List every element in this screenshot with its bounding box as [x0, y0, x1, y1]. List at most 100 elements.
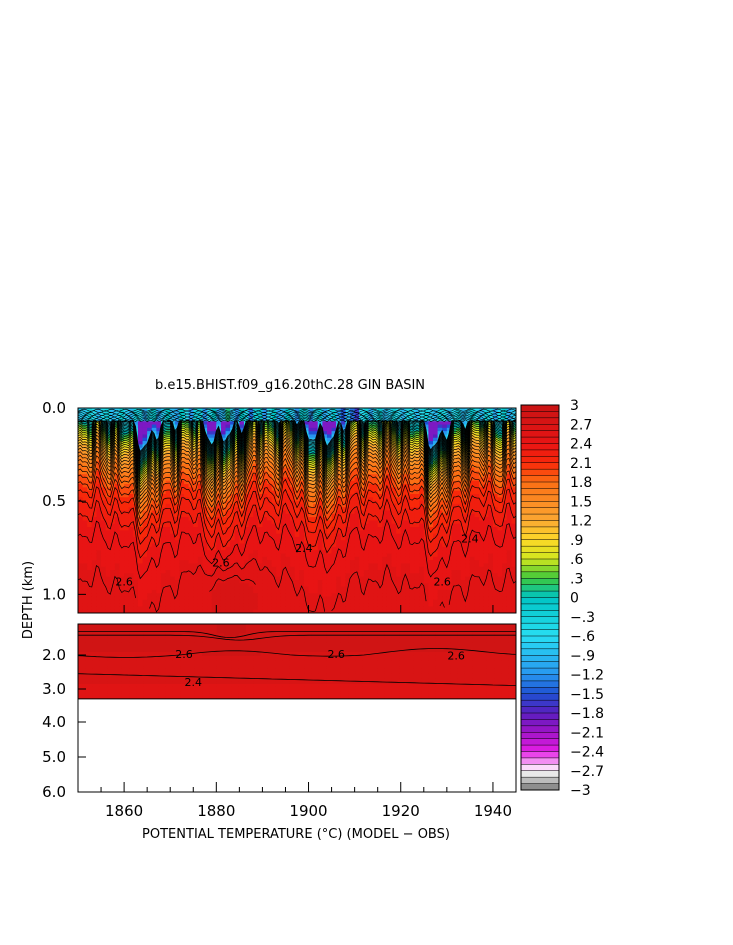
- field-cell: [280, 540, 287, 545]
- field-cell: [308, 510, 314, 515]
- field-cell: [78, 510, 84, 515]
- field-cell: [359, 543, 365, 548]
- field-cell: [267, 566, 273, 571]
- field-cell: [230, 421, 236, 426]
- field-cell: [101, 520, 107, 525]
- field-cell: [400, 513, 406, 518]
- field-cell: [308, 566, 314, 571]
- field-cell: [308, 431, 314, 436]
- field-cell: [78, 484, 84, 488]
- field-cell: [110, 596, 116, 601]
- field-cell: [179, 596, 185, 601]
- field-cell: [382, 606, 388, 611]
- field-cell: [317, 444, 323, 449]
- field-cell: [267, 579, 273, 584]
- field-cell: [142, 497, 148, 502]
- field-cell: [110, 556, 116, 561]
- field-cell: [409, 563, 416, 568]
- field-cell: [350, 536, 356, 541]
- field-cell: [160, 550, 167, 555]
- field-cell: [313, 533, 319, 538]
- field-cell: [308, 586, 314, 591]
- field-cell: [322, 593, 328, 598]
- field-cell: [350, 427, 356, 432]
- field-cell: [437, 520, 443, 525]
- field-cell: [239, 530, 245, 535]
- field-cell: [91, 603, 98, 607]
- field-cell: [193, 573, 199, 578]
- field-cell: [285, 510, 291, 515]
- field-cell: [317, 533, 323, 538]
- field-cell: [211, 570, 217, 574]
- field-cell: [322, 493, 328, 498]
- field-cell: [211, 576, 217, 581]
- field-cell: [336, 527, 342, 531]
- field-cell: [142, 560, 148, 565]
- field-cell: [322, 543, 328, 548]
- field-cell: [174, 583, 181, 588]
- field-cell: [239, 556, 245, 561]
- field-cell: [137, 573, 144, 578]
- field-cell: [165, 523, 171, 528]
- field-cell: [156, 553, 162, 558]
- field-cell: [363, 556, 370, 561]
- field-cell: [294, 576, 300, 581]
- field-cell: [267, 447, 273, 452]
- field-cell: [179, 540, 185, 545]
- field-cell: [110, 599, 116, 604]
- field-cell: [239, 520, 245, 525]
- field-cell: [368, 560, 374, 565]
- field-cell: [119, 540, 125, 545]
- field-cell: [151, 431, 157, 436]
- field-cell: [345, 530, 351, 535]
- field-cell: [91, 523, 98, 528]
- field-cell: [428, 424, 434, 429]
- field-cell: [142, 427, 148, 432]
- field-cell: [257, 490, 264, 495]
- field-cell: [78, 464, 84, 469]
- field-cell: [160, 424, 167, 429]
- field-cell: [322, 576, 328, 581]
- field-cell: [124, 596, 130, 601]
- field-cell: [331, 467, 337, 472]
- field-cell: [262, 520, 268, 525]
- field-cell: [156, 523, 162, 528]
- field-cell: [142, 431, 148, 436]
- field-cell: [165, 507, 171, 512]
- field-cell: [184, 586, 190, 591]
- field-cell: [184, 536, 190, 541]
- field-cell: [207, 527, 213, 531]
- field-cell: [184, 599, 190, 604]
- field-cell: [170, 593, 176, 598]
- field-cell: [382, 546, 388, 551]
- field-cell: [133, 596, 139, 601]
- field-cell: [170, 408, 176, 412]
- field-cell: [119, 513, 125, 518]
- field-cell: [382, 566, 388, 571]
- field-cell: [128, 599, 134, 604]
- field-cell: [437, 609, 443, 613]
- field-cell: [386, 550, 393, 555]
- field-cell: [239, 470, 245, 475]
- field-cell: [267, 536, 273, 541]
- field-cell: [267, 583, 273, 588]
- field-cell: [202, 543, 208, 548]
- field-cell: [290, 408, 296, 412]
- field-cell: [101, 460, 107, 465]
- field-cell: [363, 484, 370, 488]
- field-cell: [303, 520, 310, 525]
- field-cell: [133, 573, 139, 578]
- field-cell: [294, 556, 300, 561]
- field-cell: [299, 536, 305, 541]
- field-cell: [414, 586, 420, 591]
- field-cell: [188, 527, 194, 531]
- field-cell: [391, 589, 397, 594]
- field-cell: [248, 480, 254, 485]
- field-cell: [257, 593, 264, 598]
- field-cell: [87, 467, 93, 472]
- field-cell: [373, 441, 379, 445]
- field-cell: [317, 411, 323, 416]
- field-cell: [188, 513, 194, 518]
- field-cell: [220, 576, 227, 581]
- field-cell: [243, 510, 250, 515]
